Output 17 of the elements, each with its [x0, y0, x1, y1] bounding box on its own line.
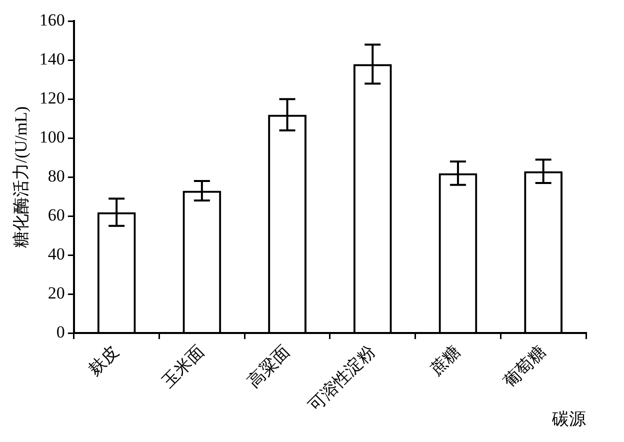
y-tick-label: 40	[48, 244, 65, 264]
x-axis-title: 碳源	[551, 409, 586, 428]
y-tick-label: 120	[39, 88, 65, 108]
x-tick-label: 麸皮	[85, 342, 123, 380]
y-axis-title: 糖化酶活力/(U/mL)	[12, 106, 31, 248]
y-tick-label: 100	[39, 128, 65, 147]
y-tick-label: 60	[48, 206, 65, 225]
y-tick-label: 80	[48, 166, 65, 186]
x-tick-label: 玉米面	[158, 342, 208, 392]
x-tick-label: 蔗糖	[426, 342, 464, 380]
y-tick-label: 140	[39, 50, 65, 69]
x-tick-label: 可溶性淀粉	[305, 342, 379, 416]
x-tick-label: 高粱面	[244, 342, 294, 392]
y-tick-label: 0	[56, 322, 65, 342]
y-tick-label: 160	[39, 10, 65, 30]
y-tick-label: 20	[48, 284, 65, 303]
x-tick-label: 葡萄糖	[500, 342, 550, 392]
